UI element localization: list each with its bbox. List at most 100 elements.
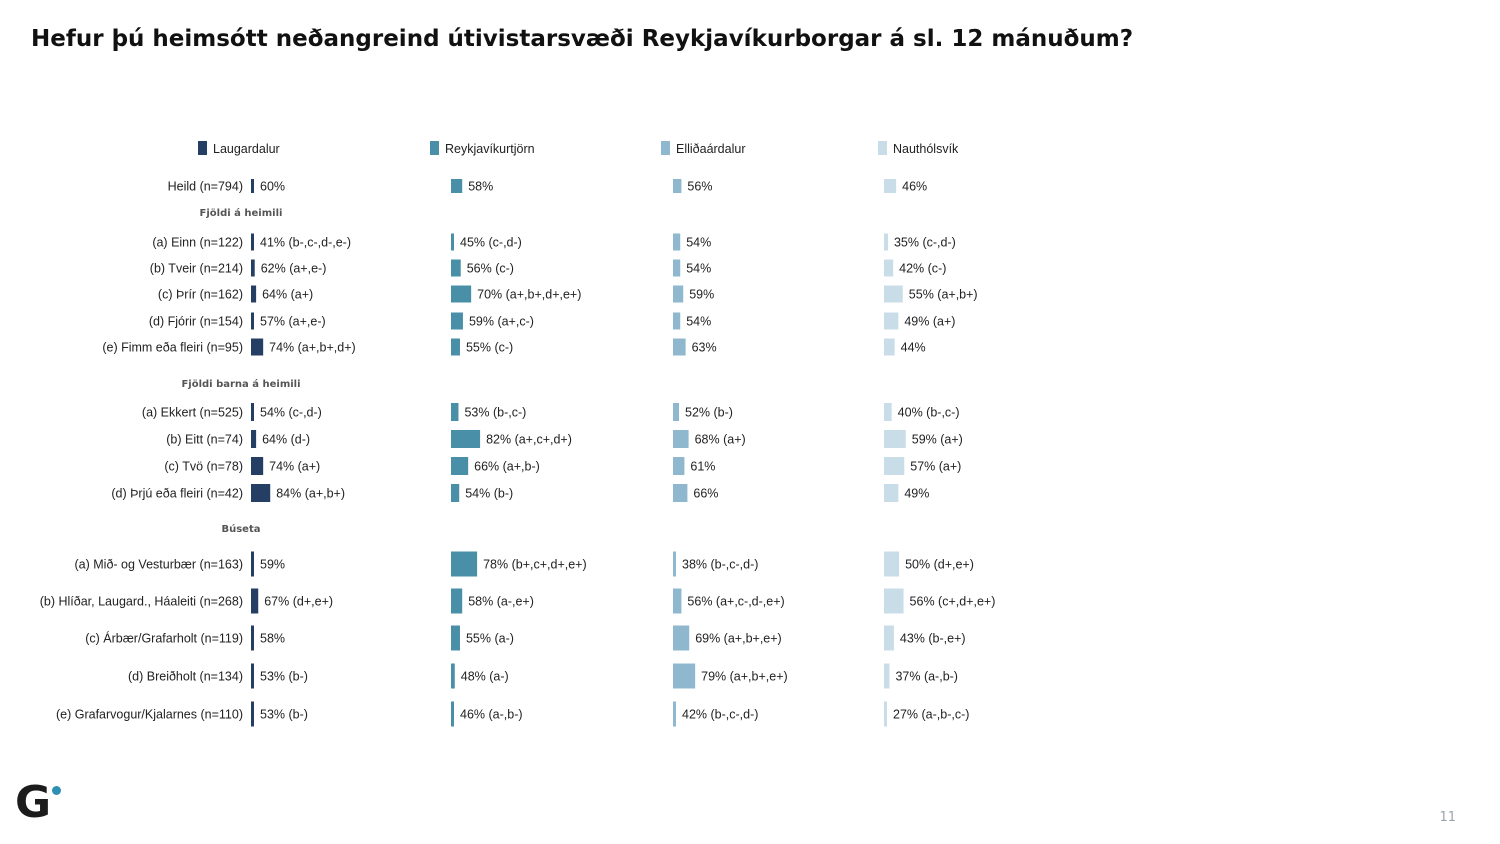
- bar-3: [673, 701, 676, 727]
- data-label: 60%: [260, 180, 285, 194]
- bar-2: [451, 484, 460, 502]
- data-label: 46%: [902, 180, 927, 194]
- bar-4: [884, 484, 899, 502]
- row-label: (c) Árbær/Grafarholt (n=119): [85, 631, 243, 646]
- bar-3: [673, 233, 681, 251]
- data-label: 62% (a+,e-): [261, 262, 327, 276]
- legend-label-4: Nauthólsvík: [893, 142, 959, 156]
- data-label: 35% (c-,d-): [894, 236, 956, 250]
- logo-letter: G: [15, 777, 52, 828]
- data-label: 64% (a+): [262, 288, 313, 302]
- data-label: 67% (d+,e+): [264, 595, 333, 609]
- bar-2: [451, 430, 481, 448]
- legend-swatch-3: [661, 141, 670, 155]
- bar-4: [884, 457, 905, 475]
- data-label: 54% (c-,d-): [260, 406, 322, 420]
- data-label: 49%: [904, 487, 929, 501]
- group-header: Búseta: [221, 523, 260, 535]
- data-label: 50% (d+,e+): [905, 558, 974, 572]
- bar-3: [673, 338, 686, 356]
- bar-2: [451, 285, 472, 303]
- bar-1: [251, 403, 254, 421]
- data-label: 68% (a+): [695, 433, 746, 447]
- bar-2: [451, 179, 463, 193]
- data-label: 42% (c-): [899, 262, 946, 276]
- bar-1: [251, 484, 271, 502]
- data-label: 58%: [468, 180, 493, 194]
- bar-4: [884, 312, 899, 330]
- data-label: 38% (b-,c-,d-): [682, 558, 758, 572]
- bar-1: [251, 179, 254, 193]
- bar-4: [884, 701, 887, 727]
- data-label: 58% (a-,e+): [468, 595, 534, 609]
- bar-3: [673, 312, 681, 330]
- data-label: 55% (a+,b+): [909, 288, 978, 302]
- legend-label-2: Reykjavíkurtjörn: [445, 142, 535, 156]
- bar-2: [451, 625, 460, 651]
- data-label: 56% (c-): [467, 262, 514, 276]
- row-label: (a) Mið- og Vesturbær (n=163): [75, 558, 243, 572]
- bar-1: [251, 701, 254, 727]
- bar-2: [451, 663, 455, 689]
- data-label: 43% (b-,e+): [900, 632, 966, 646]
- row-label: (b) Hlíðar, Laugard., Háaleiti (n=268): [40, 595, 243, 609]
- row-label: (c) Þrír (n=162): [158, 288, 243, 302]
- data-label: 53% (b-): [260, 708, 308, 722]
- bar-3: [673, 625, 690, 651]
- bar-3: [673, 484, 688, 502]
- row-label: (a) Ekkert (n=525): [142, 406, 243, 420]
- data-label: 54%: [686, 315, 711, 329]
- data-label: 78% (b+,c+,d+,e+): [483, 558, 587, 572]
- bar-1: [251, 312, 254, 330]
- bar-2: [451, 551, 478, 577]
- data-label: 48% (a-): [461, 670, 509, 684]
- bar-3: [673, 551, 676, 577]
- bar-2: [451, 233, 454, 251]
- bar-1: [251, 663, 254, 689]
- data-label: 49% (a+): [904, 315, 955, 329]
- bar-3: [673, 179, 682, 193]
- data-label: 82% (a+,c+,d+): [486, 433, 572, 447]
- data-label: 79% (a+,b+,e+): [701, 670, 788, 684]
- bar-1: [251, 338, 264, 356]
- bar-1: [251, 588, 259, 614]
- row-label: (e) Fimm eða fleiri (n=95): [102, 341, 243, 355]
- data-label: 70% (a+,b+,d+,e+): [477, 288, 581, 302]
- data-label: 40% (b-,c-): [898, 406, 960, 420]
- data-label: 58%: [260, 632, 285, 646]
- data-label: 59% (a+,c-): [469, 315, 534, 329]
- legend-swatch-1: [198, 141, 207, 155]
- data-label: 56% (c+,d+,e+): [910, 595, 996, 609]
- page-number: 11: [1439, 810, 1456, 825]
- bar-4: [884, 179, 897, 193]
- page-title: Hefur þú heimsótt neðangreind útivistars…: [31, 26, 1134, 52]
- legend-swatch-4: [878, 141, 887, 155]
- group-header: Fjöldi barna á heimili: [181, 378, 300, 390]
- data-label: 45% (c-,d-): [460, 236, 522, 250]
- data-label: 66% (a+,b-): [474, 460, 540, 474]
- bar-2: [451, 312, 463, 330]
- data-label: 46% (a-,b-): [460, 708, 523, 722]
- data-label: 84% (a+,b+): [276, 487, 345, 501]
- data-label: 41% (b-,c-,d-,e-): [260, 236, 351, 250]
- bar-3: [673, 457, 685, 475]
- bar-2: [451, 588, 463, 614]
- data-label: 55% (a-): [466, 632, 514, 646]
- legend-label-3: Elliðaárdalur: [676, 142, 745, 156]
- legend-label-1: Laugardalur: [213, 142, 280, 156]
- company-logo: G: [15, 778, 65, 828]
- data-label: 27% (a-,b-,c-): [893, 708, 969, 722]
- legend-swatch-2: [430, 141, 439, 155]
- data-label: 53% (b-): [260, 670, 308, 684]
- data-label: 59%: [689, 288, 714, 302]
- bar-3: [673, 259, 681, 277]
- data-label: 64% (d-): [262, 433, 310, 447]
- bar-4: [884, 285, 903, 303]
- bar-4: [884, 233, 888, 251]
- bar-4: [884, 259, 894, 277]
- data-label: 66%: [693, 487, 718, 501]
- bar-1: [251, 551, 254, 577]
- bar-1: [251, 285, 257, 303]
- row-label: (e) Grafarvogur/Kjalarnes (n=110): [56, 708, 243, 722]
